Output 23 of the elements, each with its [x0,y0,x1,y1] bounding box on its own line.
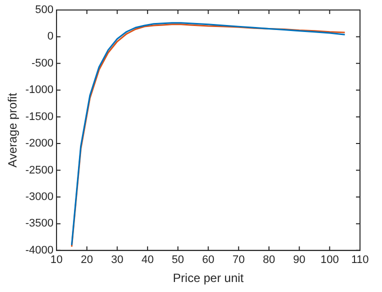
x-tick-label: 110 [351,254,369,266]
y-tick-label: -1000 [25,84,54,96]
x-tick-label: 50 [172,254,184,266]
x-tick-label: 40 [141,254,154,266]
x-tick-label: 60 [202,254,214,266]
y-tick-label: -2500 [25,164,54,176]
y-tick-label: -3500 [25,218,54,230]
x-tick-label: 10 [50,254,63,266]
x-axis-title: Price per unit [172,271,244,286]
x-tick-label: 20 [80,254,94,266]
x-tick-label: 70 [232,254,245,266]
x-tick-label: 90 [293,254,306,266]
y-tick-label: 500 [35,4,54,16]
y-tick-label: 0 [47,30,54,43]
y-tick-label: -4000 [25,244,54,256]
y-tick-label: -1500 [25,110,54,123]
y-axis-title: Average profit [6,92,20,168]
y-tick-label: -500 [32,57,54,70]
x-tick-label: 100 [320,254,339,266]
y-tick-label: -3000 [25,191,54,204]
y-tick-label: -2000 [25,138,54,150]
x-tick-label: 80 [262,254,276,266]
x-tick-label: 30 [111,254,124,266]
